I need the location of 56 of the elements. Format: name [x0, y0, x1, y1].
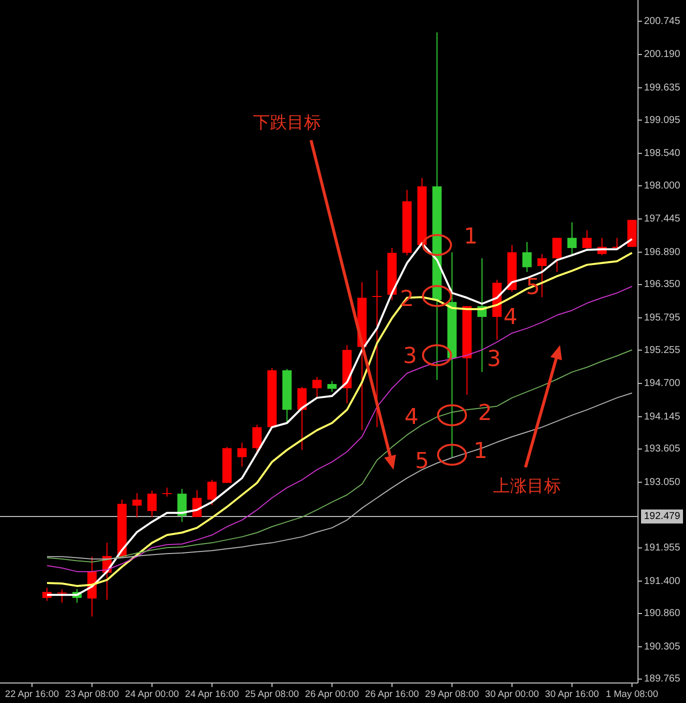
annotation: 1 [464, 224, 478, 250]
y-tick-label: 198.000 [644, 180, 681, 192]
y-tick-label: 194.700 [644, 378, 681, 390]
y-tick-label: 200.745 [644, 16, 681, 27]
annotation: 4 [504, 305, 518, 330]
annotation: 下跌目标 [253, 113, 321, 134]
x-tick-label: 30 Apr 00:00 [485, 689, 539, 700]
candlestick [372, 270, 382, 428]
candlestick [522, 242, 532, 272]
ref-line-label: 192.479 [644, 511, 681, 522]
y-tick-label: 195.795 [644, 312, 681, 324]
annotation: 4 [404, 405, 418, 430]
candlestick [327, 380, 337, 392]
y-tick-label: 197.445 [644, 214, 681, 225]
candlestick [297, 386, 307, 450]
x-tick-label: 24 Apr 16:00 [185, 689, 239, 700]
y-tick-label: 200.190 [644, 49, 681, 60]
candlestick [237, 442, 247, 468]
candlestick [252, 424, 262, 454]
y-tick-label: 193.050 [644, 476, 681, 488]
y-tick-label: 196.350 [644, 279, 681, 290]
y-tick-label: 198.540 [644, 148, 681, 160]
y-tick-label: 194.145 [644, 411, 681, 422]
y-tick-label: 190.305 [644, 641, 681, 652]
x-tick-label: 24 Apr 00:00 [125, 689, 179, 700]
y-tick-label: 191.955 [644, 542, 681, 554]
annotation: 2 [478, 401, 492, 426]
annotation: 5 [415, 448, 429, 474]
candlestick [567, 222, 577, 256]
candlestick [552, 237, 562, 272]
y-tick-label: 189.765 [644, 674, 681, 685]
candlestick [537, 254, 547, 298]
x-tick-label: 22 Apr 16:00 [5, 689, 59, 700]
y-tick-label: 199.095 [644, 114, 681, 126]
y-tick-label: 199.635 [644, 82, 681, 94]
annotation: 3 [403, 344, 417, 370]
x-tick-label: 30 Apr 16:00 [545, 689, 599, 700]
y-tick-label: 190.860 [644, 608, 681, 620]
candlestick [147, 490, 157, 518]
x-tick-label: 26 Apr 16:00 [365, 689, 419, 700]
y-tick-label: 191.400 [644, 576, 681, 587]
annotation: 上涨目标 [493, 476, 561, 497]
y-tick-label: 193.605 [644, 444, 681, 455]
candlestick [312, 376, 322, 398]
candlestick [132, 492, 142, 518]
x-tick-label: 23 Apr 08:00 [65, 689, 119, 700]
x-tick-label: 25 Apr 08:00 [245, 689, 299, 700]
x-tick-label: 1 May 08:00 [606, 689, 658, 700]
y-tick-label: 195.255 [644, 344, 681, 356]
candlestick [582, 230, 592, 250]
y-tick-label: 196.890 [644, 246, 681, 258]
x-tick-label: 26 Apr 00:00 [305, 689, 359, 700]
candlestick [207, 479, 217, 506]
annotation: 3 [487, 347, 501, 372]
candlestick [57, 589, 67, 604]
x-tick-label: 29 Apr 08:00 [425, 689, 479, 700]
